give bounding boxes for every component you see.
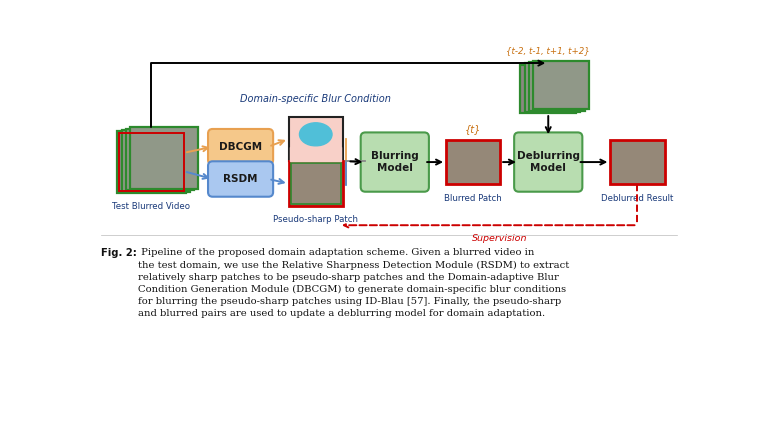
FancyBboxPatch shape [514, 132, 582, 192]
FancyBboxPatch shape [130, 127, 198, 189]
FancyBboxPatch shape [126, 129, 194, 191]
Bar [290, 147, 342, 161]
FancyBboxPatch shape [288, 162, 343, 206]
FancyBboxPatch shape [361, 132, 429, 192]
FancyBboxPatch shape [288, 116, 343, 162]
Text: Test Blurred Video: Test Blurred Video [112, 202, 191, 211]
Text: Pseudo-sharp Patch: Pseudo-sharp Patch [273, 215, 358, 224]
FancyBboxPatch shape [118, 131, 185, 193]
Text: Deblurring
Model: Deblurring Model [517, 151, 580, 173]
Ellipse shape [300, 123, 332, 146]
Text: Blurring
Model: Blurring Model [371, 151, 419, 173]
Text: {t}: {t} [465, 124, 481, 134]
FancyBboxPatch shape [208, 129, 273, 165]
FancyBboxPatch shape [208, 162, 273, 197]
Text: Deblurred Result: Deblurred Result [601, 194, 673, 203]
Text: Domain-specific Blur Condition: Domain-specific Blur Condition [241, 94, 391, 104]
Text: Pipeline of the proposed domain adaptation scheme. Given a blurred video in
the : Pipeline of the proposed domain adaptati… [137, 248, 568, 318]
FancyBboxPatch shape [610, 140, 664, 184]
FancyBboxPatch shape [521, 65, 576, 113]
Text: RSDM: RSDM [223, 174, 258, 184]
FancyBboxPatch shape [529, 62, 584, 111]
FancyBboxPatch shape [446, 140, 500, 184]
FancyBboxPatch shape [533, 61, 589, 110]
Text: DBCGM: DBCGM [219, 142, 262, 152]
Text: Blurred Patch: Blurred Patch [444, 194, 502, 203]
Text: Fig. 2:: Fig. 2: [101, 248, 137, 259]
FancyBboxPatch shape [121, 130, 190, 191]
FancyBboxPatch shape [524, 63, 581, 112]
Text: Supervision: Supervision [472, 234, 528, 242]
Text: {t-2, t-1, t+1, t+2}: {t-2, t-1, t+1, t+2} [506, 46, 591, 55]
